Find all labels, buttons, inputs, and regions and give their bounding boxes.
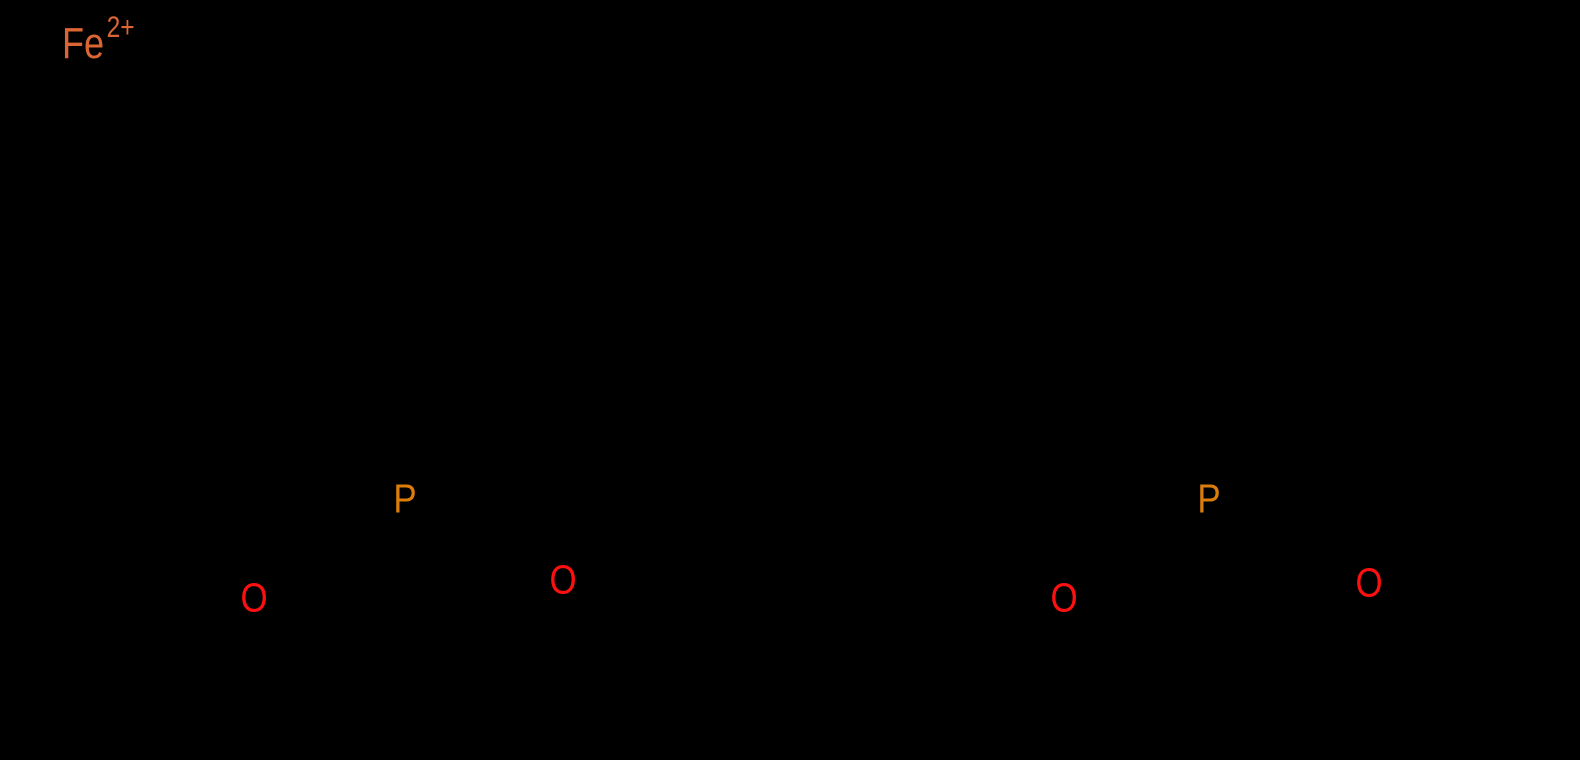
atom-label-phosphorus-left: P [393, 475, 417, 522]
charge-superscript: 2+ [106, 11, 135, 44]
atom-label-oxygen-left-inner: O [549, 556, 577, 603]
atom-label-oxygen-right-inner: O [1050, 574, 1078, 621]
iron-symbol: Fe [62, 19, 105, 68]
atom-label-oxygen-left-outer: O [240, 574, 268, 621]
iron-cation-label: Fe2+ [62, 13, 135, 68]
atom-label-oxygen-right-outer: O [1355, 559, 1383, 606]
atom-label-phosphorus-right: P [1197, 475, 1221, 522]
